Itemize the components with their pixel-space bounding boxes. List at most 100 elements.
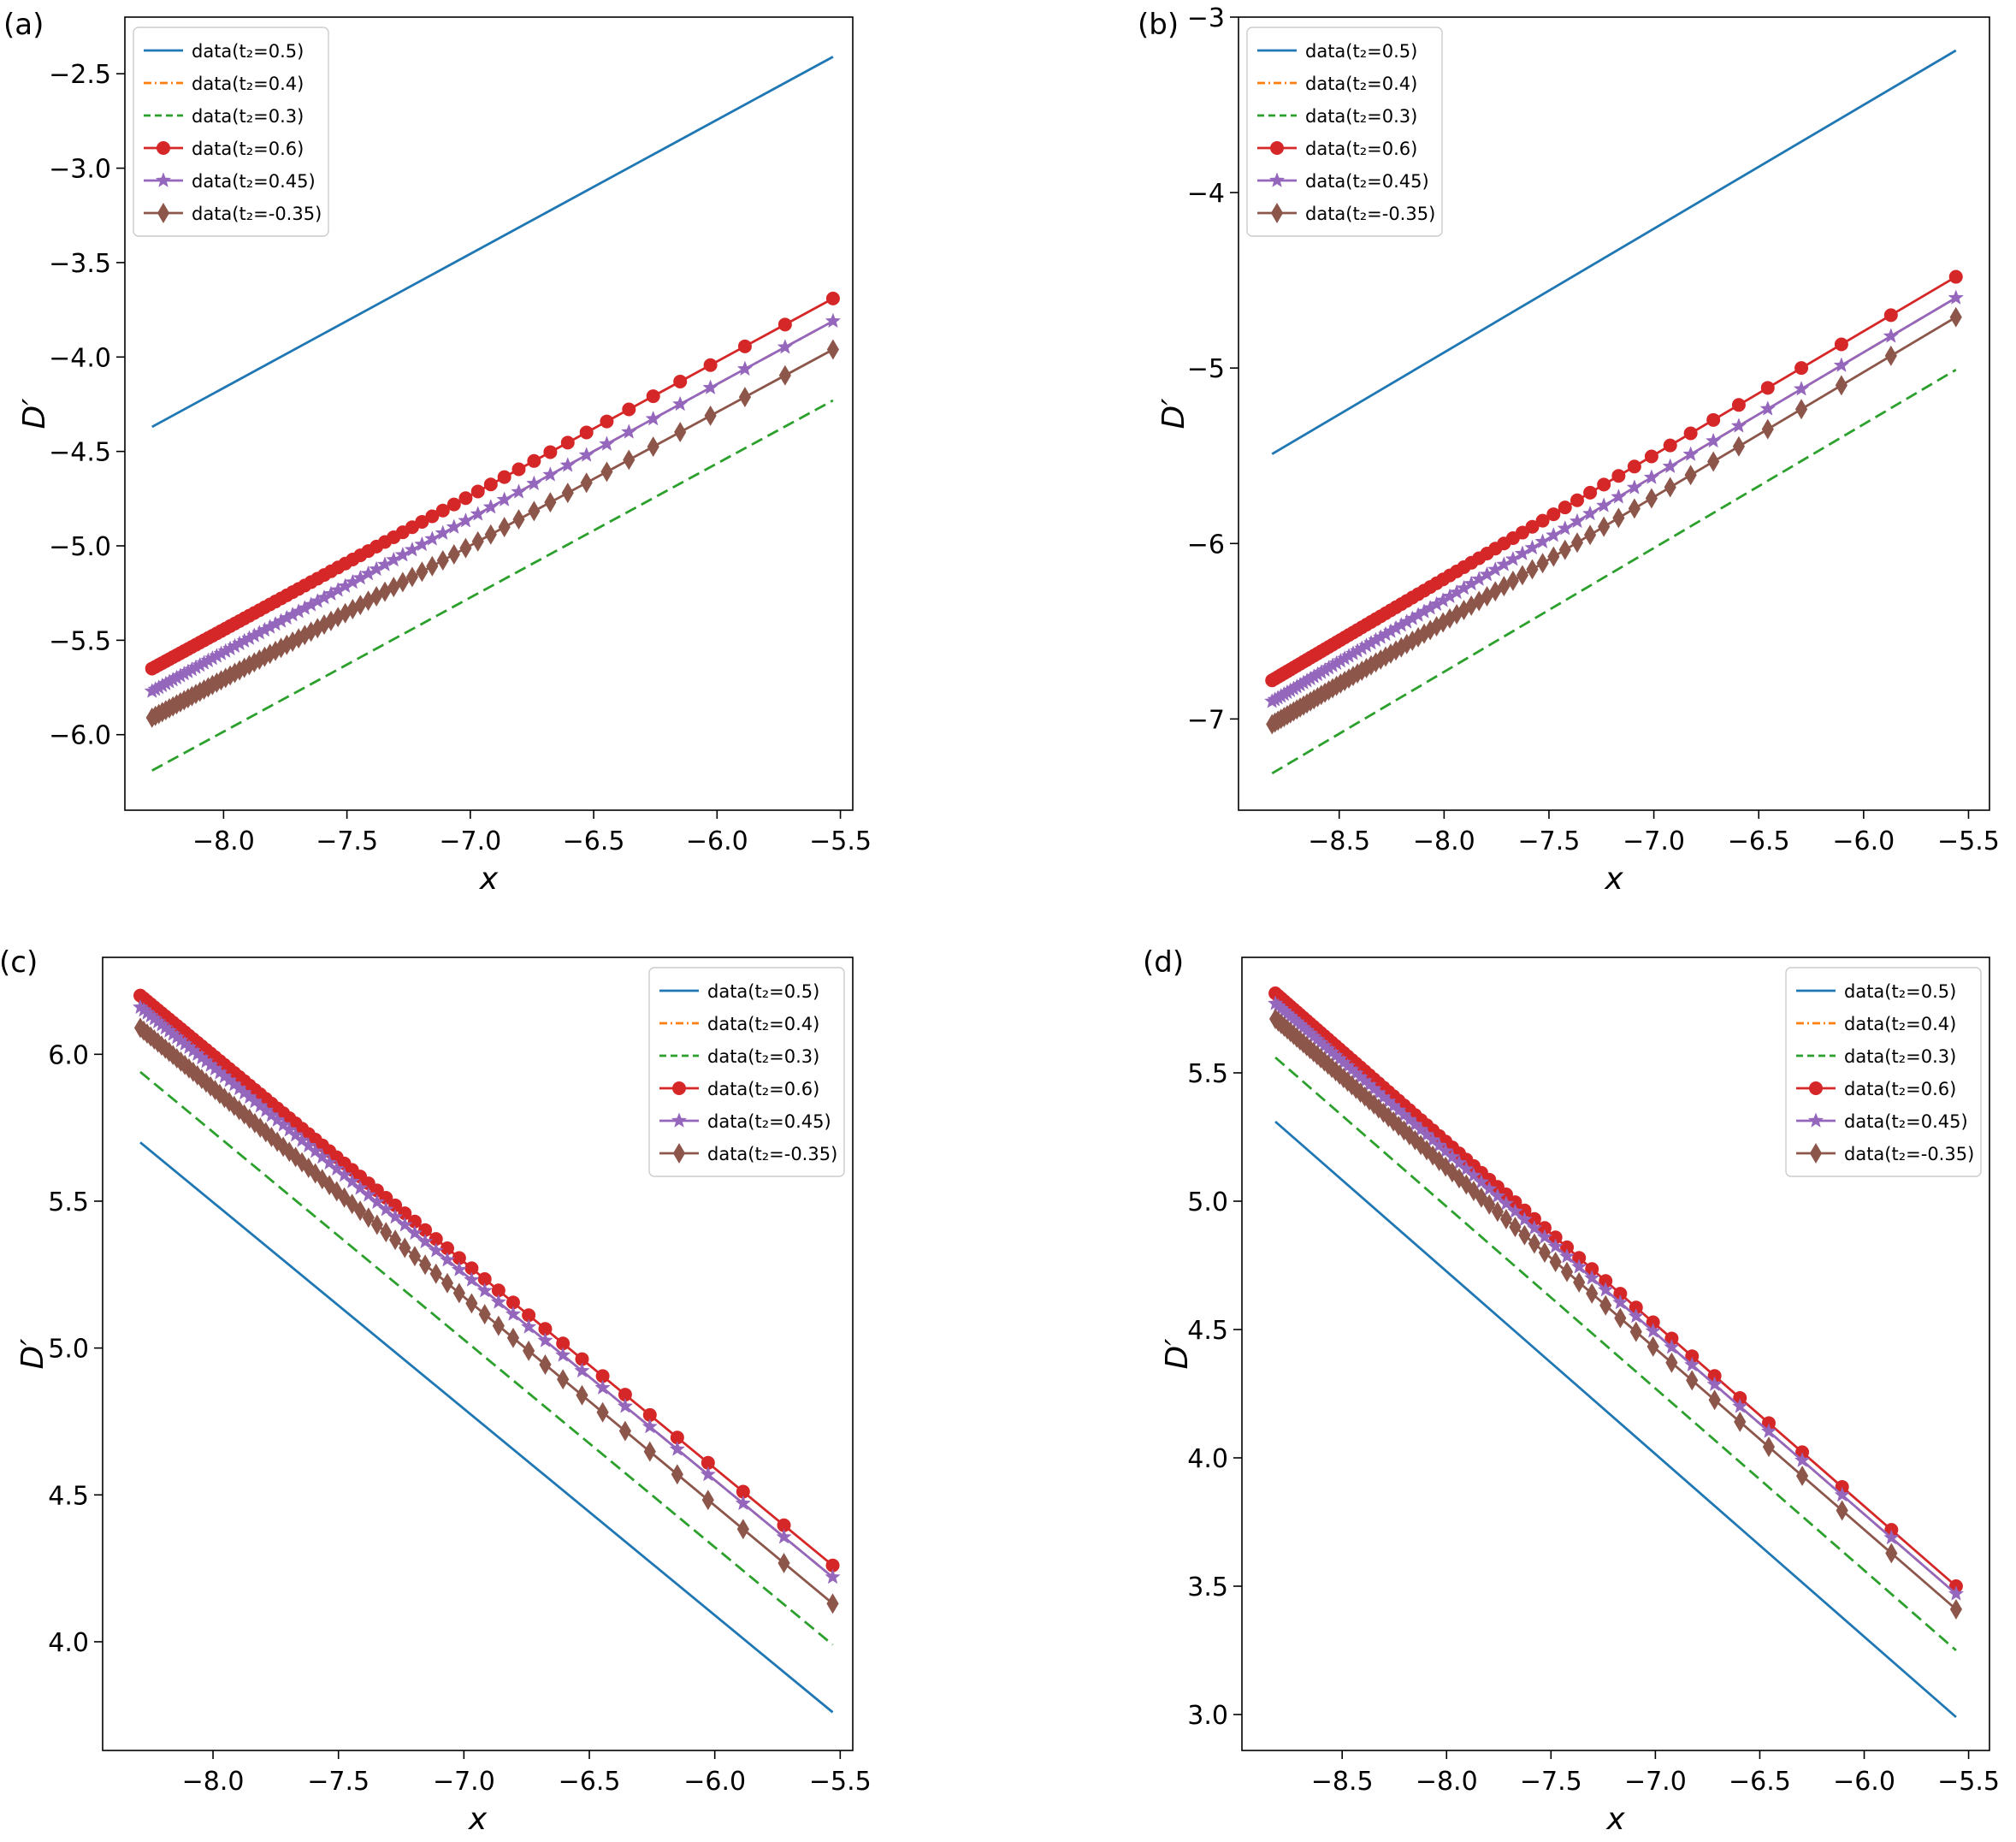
data-point (700, 1466, 717, 1482)
data-point (452, 1282, 465, 1304)
data-point (1626, 479, 1643, 495)
data-point (406, 1224, 423, 1241)
legend-label: data(t₂=0.3) (1844, 1046, 1956, 1067)
y-tick-label: 4.0 (1187, 1444, 1228, 1474)
x-axis-title: x (479, 862, 499, 897)
data-point (542, 466, 559, 482)
data-point (574, 1362, 590, 1378)
data-point (1483, 1193, 1496, 1215)
data-point (646, 389, 660, 404)
data-point (1498, 1195, 1515, 1211)
legend-item: data(t₂=0.6) (1796, 1079, 1956, 1099)
series-3 (151, 399, 834, 772)
legend-label: data(t₂=-0.35) (707, 1144, 837, 1164)
data-point (440, 1272, 454, 1294)
legend-label: data(t₂=0.6) (192, 139, 304, 159)
y-tick-label: 6.0 (48, 1040, 89, 1070)
data-point (737, 339, 752, 353)
y-tick-label: 3.0 (1187, 1701, 1228, 1731)
legend-marker (1270, 141, 1284, 155)
x-tick-label: −6.0 (1833, 1767, 1895, 1797)
y-tick-label: 4.5 (48, 1481, 89, 1511)
data-point (1597, 477, 1611, 492)
series-line (1274, 1120, 1957, 1719)
data-point (1683, 426, 1698, 441)
panel-a: −8.0 −7.5 −7.0 −6.5 −6.0 −5.5 −6.0 −5.5 −5.0 −4.5… (3, 8, 872, 897)
series-1 (151, 56, 834, 429)
data-point (1707, 451, 1720, 472)
legend-item: data(t₂=0.5) (1796, 981, 1956, 1002)
y-tick-label: −3.0 (49, 155, 111, 185)
data-point (1534, 533, 1551, 549)
legend-box (1785, 967, 1982, 1177)
data-point (1499, 1208, 1513, 1229)
series-1 (1274, 1120, 1957, 1719)
data-point (1628, 1307, 1645, 1324)
panel-d: −8.5 −8.0 −7.5 −7.0 −6.5 −6.0 −5.5 3.0 3.5 4.0 4.5… (1143, 945, 2000, 1837)
data-point (1949, 1599, 1963, 1620)
data-point (578, 447, 594, 462)
series-6 (1268, 1009, 1963, 1620)
data-point (414, 536, 430, 552)
legend-marker (1809, 1081, 1823, 1095)
plot-area (1264, 49, 1964, 775)
x-tick-label: −7.5 (1520, 1767, 1582, 1797)
legend-item: data(t₂=0.4) (1796, 1014, 1956, 1034)
data-point (1734, 1411, 1747, 1432)
legend-label: data(t₂=0.5) (1305, 41, 1417, 62)
legend-label: data(t₂=-0.35) (1305, 204, 1435, 224)
y-tick-label: −4 (1187, 179, 1225, 209)
legend-marker (1268, 172, 1286, 187)
legend-item: data(t₂=0.3) (659, 1046, 819, 1067)
data-point (425, 509, 440, 524)
data-point (1665, 1352, 1678, 1373)
data-point (496, 491, 512, 506)
y-tick-label: −6.0 (49, 721, 111, 751)
y-tick-label: −2.5 (49, 60, 111, 90)
legend: data(t₂=0.5) data(t₂=0.4) data(t₂=0.3) data… (1246, 27, 1443, 237)
series-line (139, 1141, 834, 1714)
data-point (1611, 469, 1626, 483)
data-point (1760, 1423, 1777, 1439)
legend-item: data(t₂=-0.35) (659, 1143, 837, 1164)
data-point (643, 1441, 656, 1462)
data-point (404, 541, 421, 557)
legend-item: data(t₂=-0.35) (144, 203, 322, 224)
data-point (703, 358, 718, 372)
data-point (1491, 1201, 1504, 1223)
data-point (600, 461, 613, 483)
data-point (1525, 519, 1540, 534)
legend: data(t₂=0.5) data(t₂=0.4) data(t₂=0.3) data… (1785, 967, 1982, 1177)
data-point (1516, 565, 1529, 586)
data-point (738, 387, 752, 408)
legend-label: data(t₂=0.45) (1305, 171, 1429, 192)
data-point (1759, 400, 1777, 416)
data-point (825, 291, 840, 305)
y-axis-title: D′ (17, 399, 52, 429)
data-point (560, 435, 575, 450)
series-3 (139, 1070, 834, 1646)
legend-label: data(t₂=0.3) (192, 106, 304, 127)
y-tick-label: −3.5 (49, 249, 111, 279)
x-tick-label: −7.0 (433, 1767, 495, 1797)
data-point (1949, 306, 1962, 328)
data-point (396, 572, 409, 593)
data-point (1705, 432, 1722, 448)
data-point (1645, 488, 1658, 509)
legend-item: data(t₂=0.5) (659, 981, 819, 1002)
data-point (1547, 546, 1560, 567)
data-point (621, 423, 637, 439)
data-point (314, 1148, 330, 1164)
data-point (825, 312, 842, 329)
data-point (1583, 1270, 1600, 1285)
data-point (1475, 1187, 1487, 1208)
legend-marker (157, 141, 170, 155)
data-point (483, 477, 498, 492)
y-tick-label: −5.0 (49, 532, 111, 562)
data-point (580, 472, 593, 494)
series-1 (139, 1141, 834, 1714)
data-point (405, 566, 419, 588)
data-point (1732, 1398, 1748, 1413)
data-point (1581, 505, 1599, 521)
x-tick-label: −7.0 (1624, 1767, 1687, 1797)
